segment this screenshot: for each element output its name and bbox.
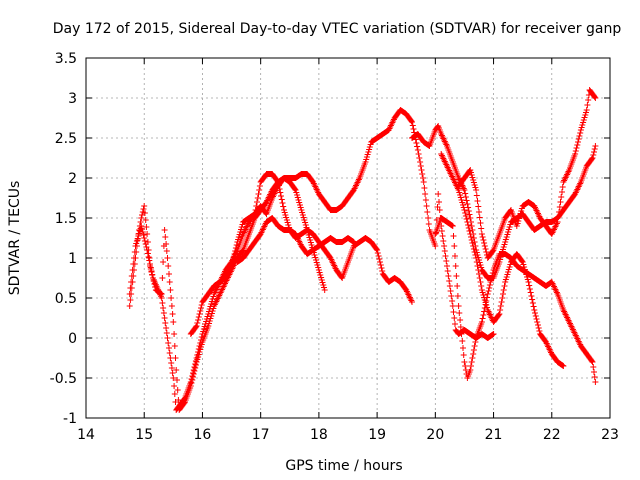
plot-frame [85,57,611,419]
x-tick-label: 22 [543,427,561,443]
x-axis-label: GPS time / hours [285,458,402,474]
y-tick-label: 1.5 [55,211,77,227]
x-tick-label: 18 [310,427,328,443]
x-tick-label: 21 [485,427,503,443]
series-markers [234,215,357,265]
y-tick-label: 2 [68,171,77,187]
y-tick-label: -0.5 [50,371,77,387]
series-markers [455,87,599,261]
x-tick-label: 19 [368,427,386,443]
y-tick-label: 3 [68,91,77,107]
axis-ticks: 14 15 16 17 18 19 20 21 22 23 -1 -0.5 0 0.5 1 1.5 2 2.5 3 3… [50,51,619,443]
x-tick-label: 20 [426,427,444,443]
data-points [126,87,599,413]
x-tick-label: 14 [77,427,95,443]
y-axis-label: SDTVAR / TECUs [7,181,23,296]
x-tick-label: 15 [135,427,153,443]
x-tick-label: 23 [601,427,619,443]
series-markers [438,151,567,369]
series-sat-h [455,87,599,261]
y-tick-label: 0 [68,331,77,347]
series-sat-f [432,215,599,385]
series-sat-d [234,215,357,265]
y-tick-label: 2.5 [55,131,77,147]
y-tick-label: -1 [63,411,77,427]
x-tick-label: 16 [194,427,212,443]
series-markers [432,215,599,385]
y-tick-label: 1 [68,251,77,267]
x-tick-label: 17 [252,427,270,443]
y-tick-label: 3.5 [55,51,77,67]
series-sat-g [438,151,567,369]
chart-title: Day 172 of 2015, Sidereal Day-to-day VTE… [53,21,622,37]
y-tick-label: 0.5 [55,291,77,307]
